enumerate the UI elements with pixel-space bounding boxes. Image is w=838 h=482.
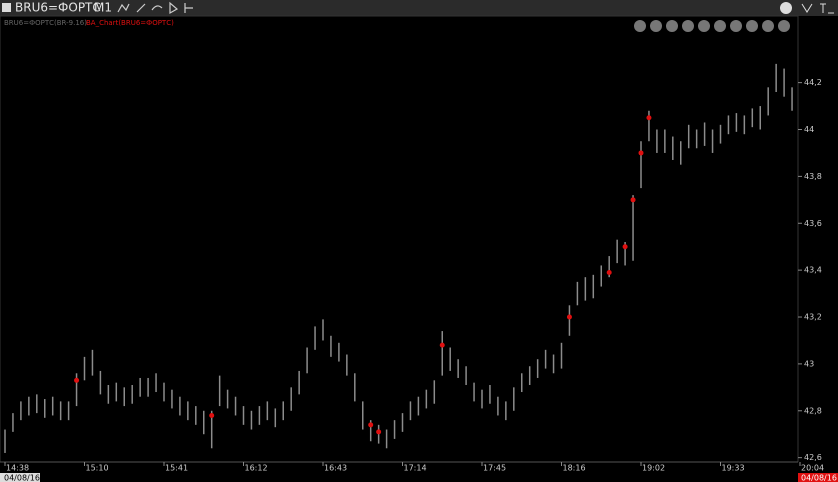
signal-marker [638,150,644,156]
currency-button[interactable] [780,2,792,14]
y-tick-label: 43,6 [804,219,822,228]
tool-icons[interactable] [117,1,193,15]
time-axis [0,462,838,482]
signal-marker [606,269,612,275]
signal-marker [74,377,80,383]
instrument-label: BRU6=ФОРТС(BR-9.16) [4,19,87,27]
x-tick-label: 16:43 [324,464,347,473]
signal-marker [368,422,374,428]
x-tick-label: 19:33 [722,464,745,473]
x-tick-label: 20:04 [801,464,824,473]
dropdown-button[interactable] [801,3,813,13]
x-tick-label: 17:14 [404,464,427,473]
signal-marker [630,197,636,203]
symbol[interactable]: BRU6=ФОРТС [15,1,101,15]
toolbar [0,0,838,16]
signal-marker [566,314,572,320]
x-tick-label: 17:45 [483,464,506,473]
x-tick-label: 16:12 [245,464,268,473]
indicator-label: BA_Chart(BRU6=ФОРТС) [86,19,174,27]
signal-marker [209,412,215,418]
y-tick-label: 43,8 [804,172,822,181]
y-tick-label: 44 [804,125,814,134]
signal-marker [622,244,628,250]
x-tick-label: 15:10 [86,464,109,473]
y-tick-label: 43 [804,359,814,368]
signal-marker [439,342,445,348]
y-tick-label: 43,2 [804,313,822,322]
nav-buttons[interactable] [634,20,790,32]
y-tick-label: 43,4 [804,266,822,275]
start-date: 04/08/16 [4,474,40,482]
x-tick-label: 15:41 [165,464,188,473]
end-date: 04/08/16 [801,474,837,482]
window-checkbox[interactable] [2,3,11,12]
y-tick-label: 42,6 [804,453,822,462]
y-tick-label: 42,8 [804,406,822,415]
y-tick-label: 44,2 [804,78,822,87]
start-date-box [0,473,40,482]
end-date-box [798,473,838,482]
window-buttons[interactable] [820,3,834,14]
signal-marker [646,115,652,121]
timeframe[interactable]: M1 [94,1,112,15]
x-tick-label: 19:02 [642,464,665,473]
x-tick-label: 18:16 [563,464,586,473]
x-tick-label: 14:38 [6,464,29,473]
signal-marker [376,429,382,435]
plot-area [0,15,799,463]
